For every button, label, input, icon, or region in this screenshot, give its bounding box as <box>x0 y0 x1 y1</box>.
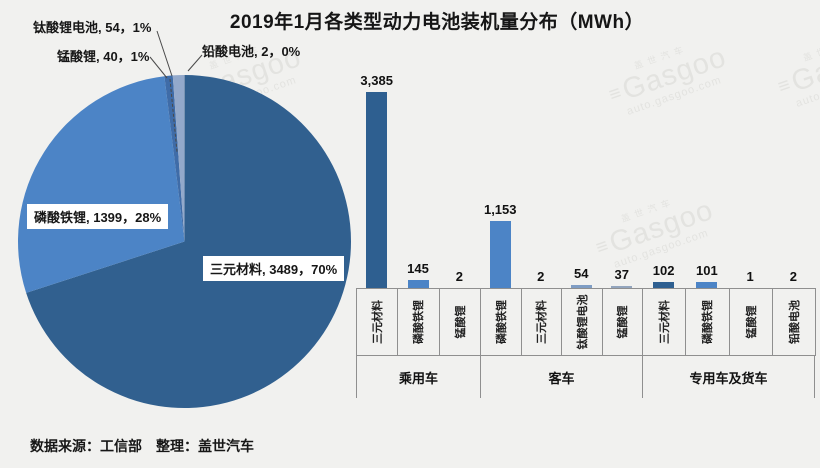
axis-category-label: 铅酸电池 <box>788 300 801 344</box>
axis-category-label: 钛酸锂电池 <box>576 294 589 350</box>
bar-chart-axis: 三元材料 磷酸铁锂 锰酸锂乘用车 磷酸铁锂 三元材料 钛酸锂电池 锰酸锂客车 三元材料 磷酸铁锂… <box>356 288 816 398</box>
bar-乘用车-三元材料 <box>366 92 388 288</box>
axis-category-label: 三元材料 <box>659 300 672 344</box>
axis-category-label: 锰酸锂 <box>745 305 758 339</box>
bar-value-label: 54 <box>574 265 589 281</box>
bar-value-label: 101 <box>696 263 718 279</box>
bar-value-label: 1,153 <box>483 202 517 218</box>
axis-category-label: 锰酸锂 <box>454 305 467 339</box>
bar-value-label: 3,385 <box>360 73 393 88</box>
axis-group-专用车及货车: 专用车及货车 <box>642 356 815 398</box>
pie-leader-line <box>149 56 168 79</box>
pie-label-manganese: 锰酸锂, 40，1% <box>57 49 150 64</box>
bar-专用车及货车-三元材料 <box>653 282 675 288</box>
axis-category-label: 三元材料 <box>536 300 549 344</box>
axis-group-乘用车: 乘用车 <box>356 356 480 398</box>
axis-category-cell: 磷酸铁锂 <box>685 288 730 356</box>
axis-category-cell: 磷酸铁锂 <box>480 288 522 356</box>
axis-category-cell: 磷酸铁锂 <box>397 288 440 356</box>
bar-value-label: 145 <box>407 260 429 276</box>
pie-slice-磷酸铁锂 <box>18 76 185 293</box>
bar-客车-磷酸铁锂 <box>489 221 511 288</box>
bar-value-label: 2 <box>455 268 463 284</box>
bar-value-label: 2 <box>789 268 797 284</box>
pie-slice-锰酸锂 <box>164 75 185 242</box>
pie-label-ncm: 三元材料, 3489，70% <box>203 256 345 281</box>
pie-slice-钛酸锂电池 <box>172 75 185 242</box>
pie-label-lead-acid: 铅酸电池, 2，0% <box>202 44 301 59</box>
axis-category-cell: 锰酸锂 <box>728 288 773 356</box>
bar-专用车及货车-磷酸铁锂 <box>696 282 718 288</box>
axis-category-label: 磷酸铁锂 <box>413 300 426 344</box>
bar-客车-钛酸锂电池 <box>570 284 592 288</box>
pie-leader-line <box>169 78 178 153</box>
axis-category-cell: 铅酸电池 <box>771 288 816 356</box>
pie-chart <box>18 30 352 408</box>
axis-group-客车: 客车 <box>480 356 642 398</box>
bar-value-label: 37 <box>614 266 629 282</box>
pie-leader-line <box>187 54 203 72</box>
bar-value-label: 1 <box>746 268 754 284</box>
pie-label-titanate: 钛酸锂电池, 54，1% <box>33 20 152 35</box>
bar-乘用车-磷酸铁锂 <box>407 279 429 288</box>
pie-leader-line <box>156 30 173 77</box>
axis-category-label: 磷酸铁锂 <box>495 300 508 344</box>
bar-value-label: 2 <box>537 268 545 284</box>
pie-slice-三元材料 <box>26 75 352 408</box>
axis-category-label: 磷酸铁锂 <box>702 300 715 344</box>
pie-label-lfp: 磷酸铁锂, 1399，28% <box>27 204 169 229</box>
bar-客车-锰酸锂 <box>611 285 633 288</box>
axis-category-cell: 锰酸锂 <box>601 288 643 356</box>
data-source-note: 数据来源：工信部 整理：盖世汽车 <box>30 438 254 454</box>
axis-category-cell: 三元材料 <box>520 288 562 356</box>
chart-title: 2019年1月各类型动力电池装机量分布（MWh） <box>229 12 645 33</box>
axis-category-cell: 钛酸锂电池 <box>561 288 603 356</box>
bar-chart: 3,385 145 2 1,153 2 54 37 102 101 1 2 <box>356 60 815 288</box>
axis-category-label: 锰酸锂 <box>617 305 630 339</box>
axis-category-cell: 三元材料 <box>642 288 687 356</box>
axis-category-label: 三元材料 <box>372 300 385 344</box>
axis-category-cell: 锰酸锂 <box>438 288 481 356</box>
axis-category-cell: 三元材料 <box>356 288 399 356</box>
bar-value-label: 102 <box>652 263 675 279</box>
